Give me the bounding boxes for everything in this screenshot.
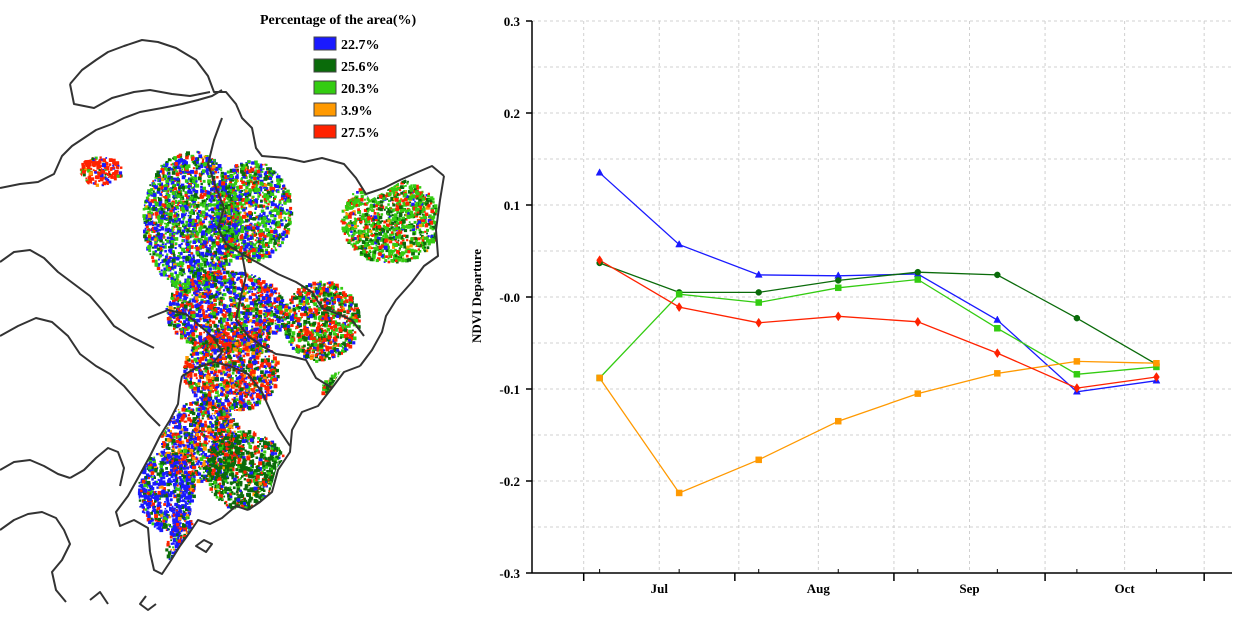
legend-title: Percentage of the area(%): [260, 13, 416, 28]
series-lines: [599, 172, 1157, 494]
series-line: [599, 262, 1157, 365]
data-point: [1073, 314, 1081, 322]
series-markers: [595, 168, 1161, 497]
data-point: [675, 290, 683, 298]
vegetation-class-pixels: [79, 150, 442, 572]
data-point: [834, 311, 842, 322]
legend-swatch: [313, 80, 337, 95]
data-point: [1073, 371, 1081, 378]
data-point: [994, 271, 1001, 279]
data-point: [914, 268, 922, 276]
y-tick-label: 0.2: [504, 106, 520, 121]
series-line: [599, 278, 1157, 379]
legend-label: 3.9%: [341, 104, 373, 119]
data-point: [835, 277, 842, 284]
tick-labels: -0.3 -0.2 -0.1 -0.0 0.1 0.2 0.3 Jul Aug Sep Oct: [499, 14, 1135, 596]
legend-label: 22.7%: [341, 38, 380, 53]
x-tick-label: Sep: [959, 581, 979, 596]
data-point: [1153, 359, 1160, 367]
legend-swatch: [313, 36, 337, 51]
data-point: [755, 299, 762, 306]
y-tick-label: -0.3: [499, 566, 520, 581]
data-point: [1073, 383, 1081, 394]
y-axis-label: NDVI Departure: [469, 249, 484, 343]
legend-label: 25.6%: [341, 60, 380, 75]
y-tick-label: -0.0: [499, 290, 520, 305]
y-tick-label: -0.2: [499, 474, 520, 489]
legend-items: 22.7% 25.6% 20.3% 3.9% 27.5%: [313, 36, 380, 141]
map-panel: [0, 39, 445, 611]
data-point: [993, 315, 1002, 323]
series-line: [599, 172, 1157, 393]
map-legend: Percentage of the area(%) 22.7% 25.6% 20.3…: [260, 13, 416, 141]
data-point: [835, 417, 842, 425]
data-point: [835, 284, 842, 292]
data-point: [914, 390, 922, 397]
y-tick-label: -0.1: [499, 382, 520, 397]
data-point: [595, 168, 604, 176]
data-point: [596, 374, 603, 382]
legend-swatch: [313, 102, 337, 117]
series-line: [599, 259, 1157, 389]
y-tick-label: 0.1: [504, 198, 520, 213]
grid-lines: [532, 20, 1232, 574]
ndvi-departure-chart: -0.3 -0.2 -0.1 -0.0 0.1 0.2 0.3 Jul Aug Sep Oct ND…: [469, 14, 1232, 596]
data-point: [596, 255, 603, 266]
data-point: [1153, 372, 1160, 382]
data-point: [914, 316, 922, 327]
data-point: [675, 302, 683, 313]
data-point: [755, 289, 762, 296]
data-point: [994, 348, 1001, 359]
legend-label: 27.5%: [341, 126, 380, 141]
data-point: [675, 489, 683, 497]
data-point: [675, 240, 684, 248]
axes: [526, 20, 1232, 581]
x-tick-label: Aug: [807, 581, 831, 596]
legend-swatch: [313, 124, 337, 139]
data-point: [755, 317, 763, 328]
data-point: [1073, 358, 1081, 365]
data-point: [994, 325, 1001, 332]
boundary-lines: [0, 39, 445, 611]
legend-swatch: [313, 58, 337, 73]
data-point: [914, 276, 922, 283]
legend-label: 20.3%: [341, 82, 380, 97]
y-tick-label: 0.3: [504, 14, 521, 29]
data-point: [754, 270, 763, 278]
x-tick-label: Oct: [1115, 581, 1136, 596]
x-tick-label: Jul: [651, 581, 669, 596]
data-point: [755, 456, 762, 464]
data-point: [994, 370, 1001, 377]
series-line: [599, 360, 1157, 494]
